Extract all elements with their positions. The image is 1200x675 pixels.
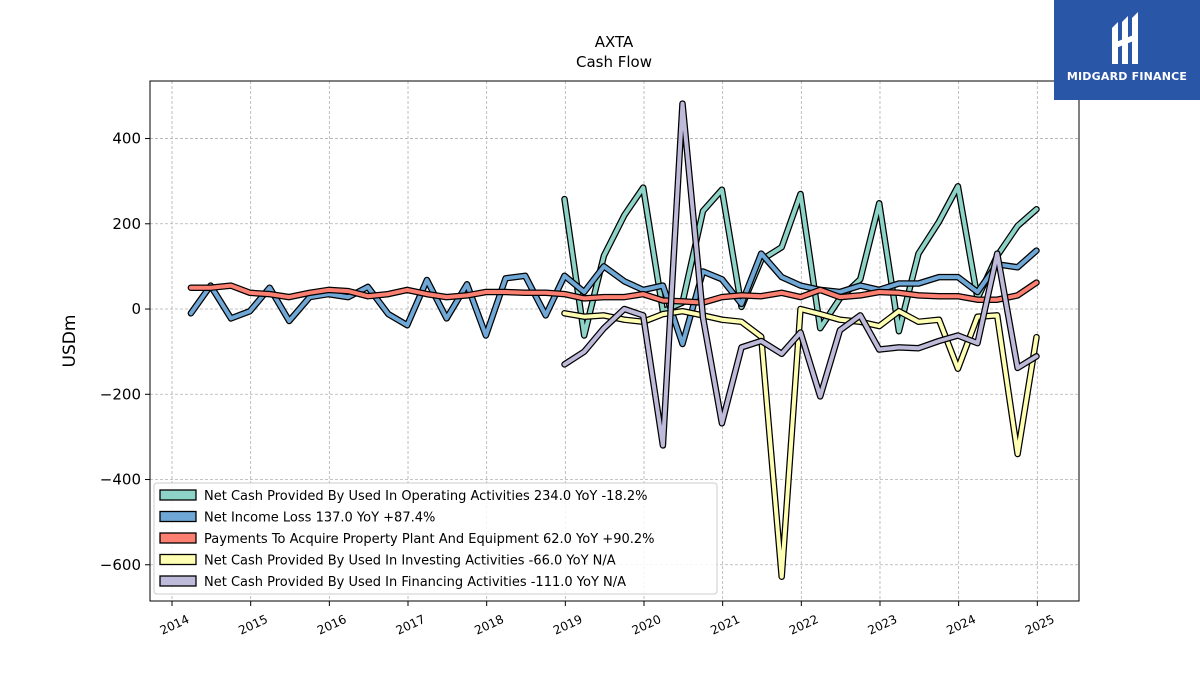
- legend-swatch: [159, 575, 197, 587]
- series-line-stroke: [562, 184, 1039, 338]
- series-lines: [187, 100, 1040, 580]
- series-line: [187, 279, 1040, 306]
- legend-swatch: [159, 532, 197, 544]
- x-tick-label: 2014: [158, 612, 192, 638]
- legend-swatch: [159, 553, 197, 566]
- x-axis-ticks: 2014 2015 2016 2017 2018 2019 2020 2021 2022 2023…: [158, 601, 1057, 638]
- y-tick-label: −200: [100, 385, 141, 403]
- series-line-stroke: [562, 101, 1039, 448]
- x-tick-label: 2020: [630, 612, 664, 638]
- x-tick-label: 2018: [472, 612, 506, 638]
- y-tick-label: −600: [100, 556, 141, 574]
- legend-swatch: [159, 510, 197, 523]
- series-line-stroke: [188, 248, 1039, 346]
- logo-mark-icon: [1112, 12, 1138, 64]
- legend-label: Net Cash Provided By Used In Financing A…: [204, 575, 626, 590]
- chart-subtitle: Cash Flow: [576, 53, 652, 71]
- series-line-stroke: [188, 280, 1039, 305]
- x-tick-label: 2025: [1023, 612, 1057, 638]
- x-tick-label: 2016: [315, 612, 349, 638]
- legend: Net Cash Provided By Used In Operating A…: [153, 482, 718, 595]
- legend-label: Payments To Acquire Property Plant And E…: [204, 532, 655, 547]
- series-line: [187, 247, 1040, 348]
- legend-box: [153, 482, 718, 595]
- x-tick-label: 2023: [866, 612, 900, 638]
- x-tick-label: 2015: [236, 612, 270, 638]
- y-tick-label: −400: [100, 471, 141, 489]
- x-tick-label: 2022: [787, 612, 821, 638]
- y-axis-ticks: 400 200 0 −200 −400 −600: [100, 130, 150, 574]
- x-tick-label: 2024: [944, 612, 978, 638]
- legend-swatch: [159, 489, 197, 501]
- x-tick-label: 2019: [551, 612, 585, 638]
- y-tick-label: 0: [131, 300, 141, 318]
- legend-label: Net Cash Provided By Used In Operating A…: [204, 489, 647, 504]
- x-tick-label: 2021: [708, 612, 742, 638]
- y-tick-label: 400: [112, 130, 141, 148]
- y-tick-label: 200: [112, 215, 141, 233]
- series-line: [561, 100, 1040, 449]
- legend-label: Net Cash Provided By Used In Investing A…: [204, 554, 616, 569]
- series-line: [561, 183, 1040, 339]
- plot-frame: [149, 80, 1080, 602]
- legend-label: Net Income Loss 137.0 YoY +87.4%: [204, 511, 435, 526]
- y-axis-label: USDm: [60, 315, 80, 368]
- x-tick-label: 2017: [394, 612, 428, 638]
- logo-text: MIDGARD FINANCE: [1066, 70, 1188, 83]
- midgard-finance-logo: MIDGARD FINANCE: [1054, 0, 1200, 100]
- chart-title: AXTA: [595, 33, 634, 51]
